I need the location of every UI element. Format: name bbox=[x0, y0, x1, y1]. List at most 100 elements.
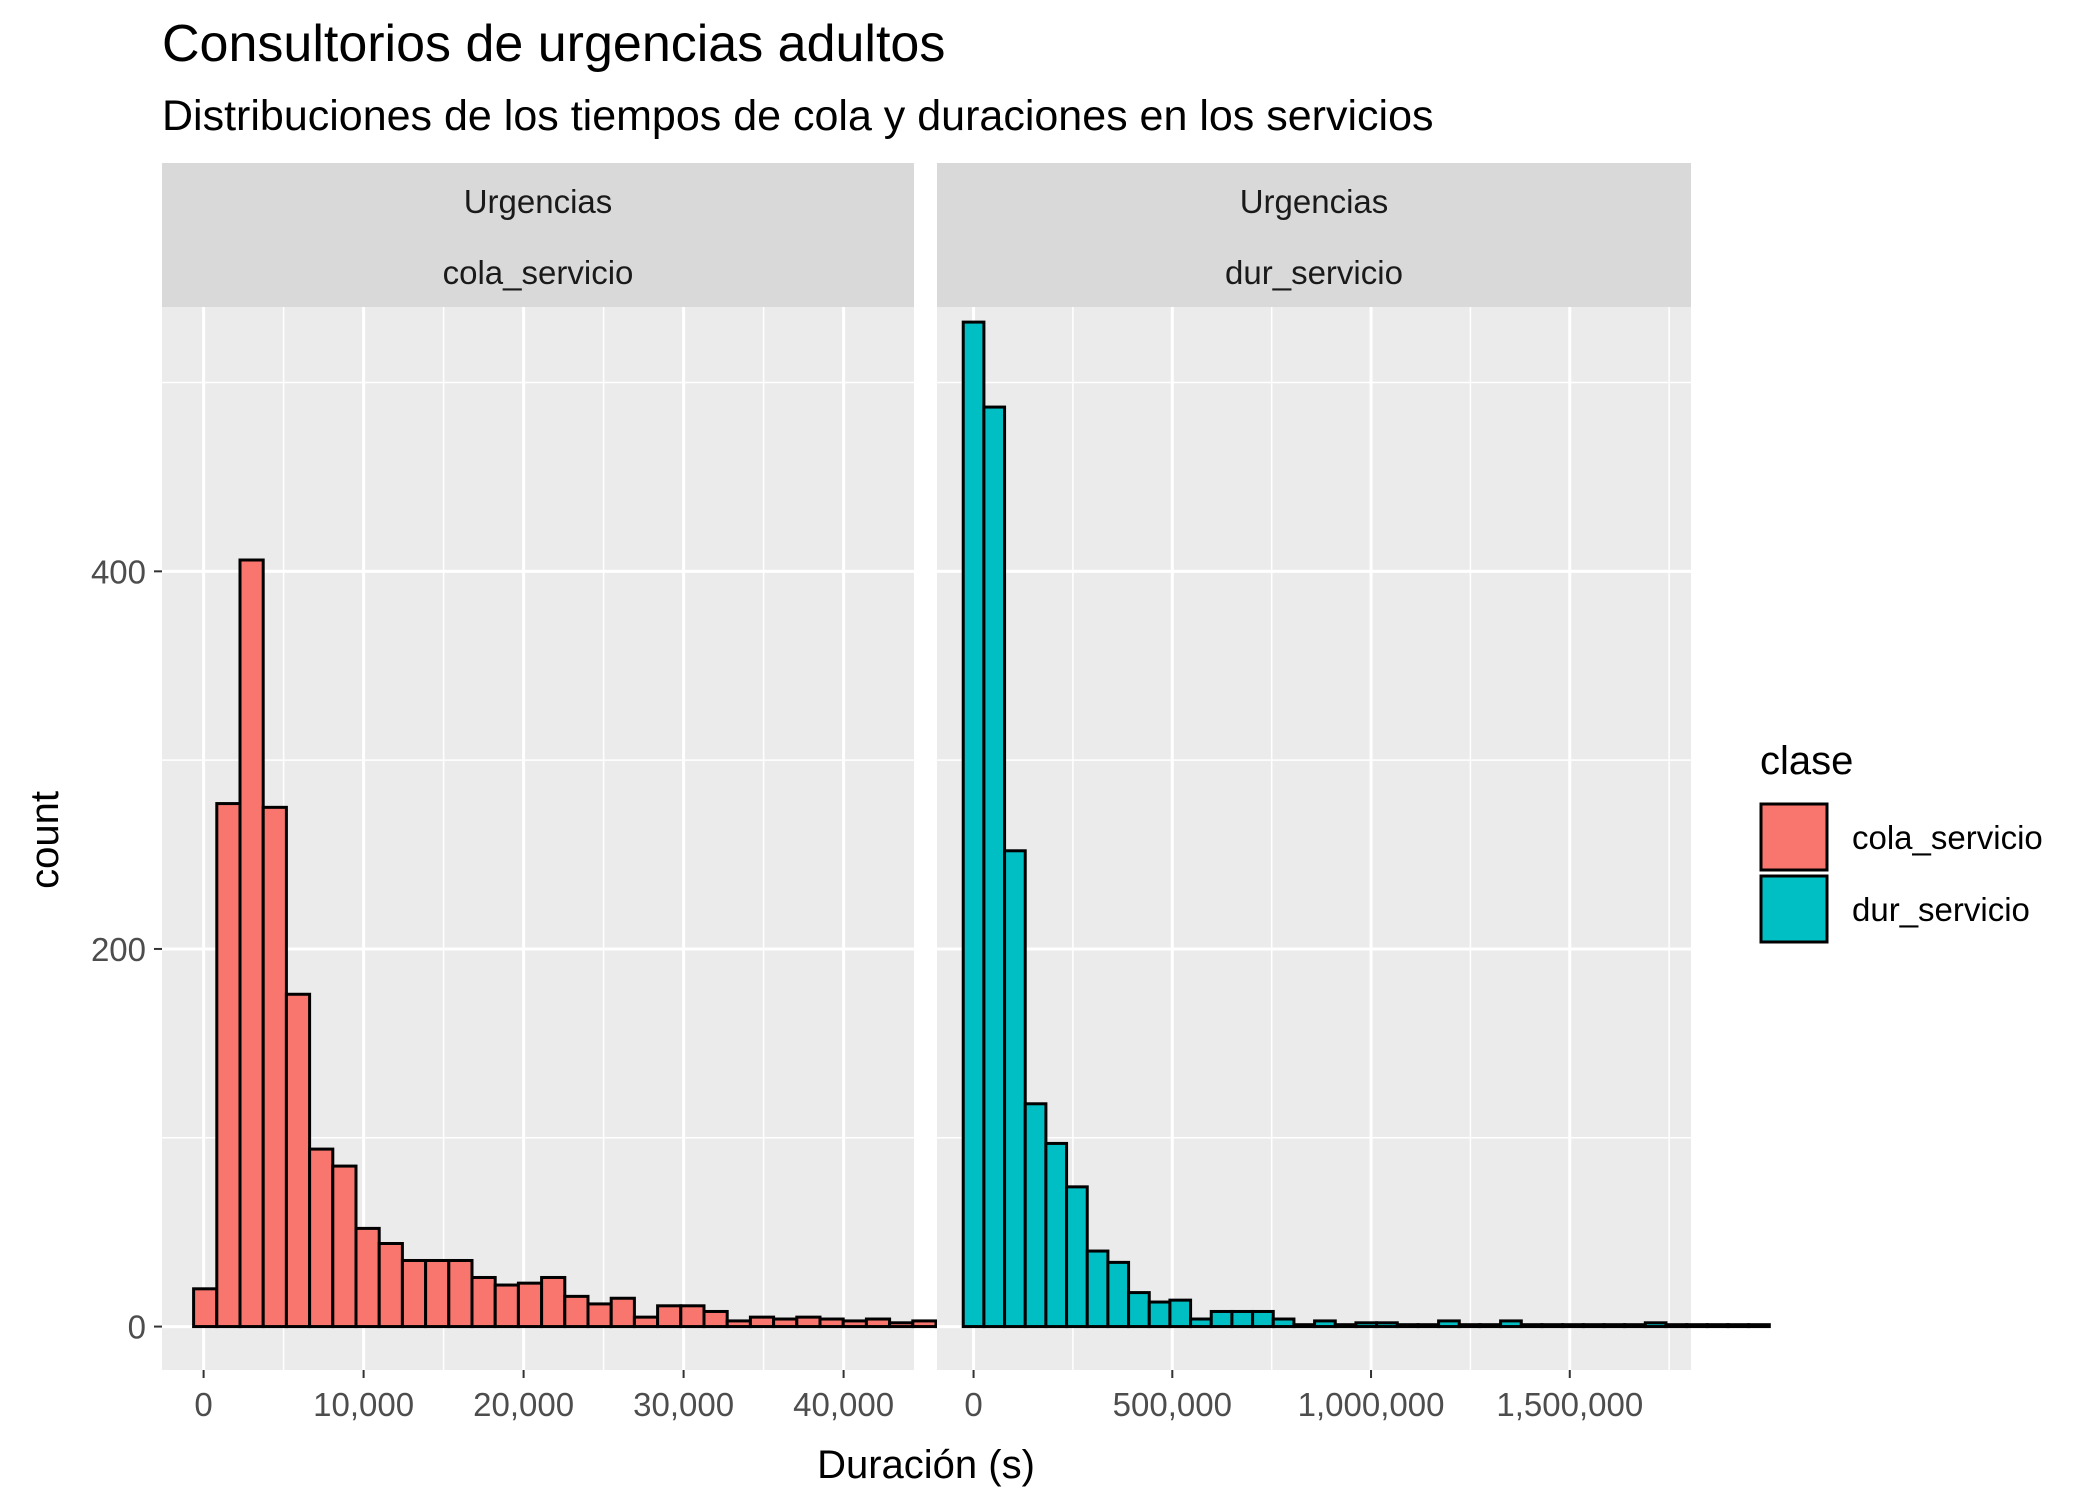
histogram-bar bbox=[679, 1304, 706, 1329]
histogram-bar bbox=[586, 1302, 613, 1329]
histogram-bar bbox=[192, 1287, 219, 1329]
histogram-bar bbox=[1581, 1323, 1606, 1329]
histogram-bar bbox=[1623, 1323, 1647, 1329]
legend: clase cola_servicio dur_servicio bbox=[1759, 739, 2043, 944]
histogram-bar bbox=[1313, 1319, 1337, 1329]
histogram-bar bbox=[493, 1283, 520, 1329]
histogram-bar bbox=[1168, 1298, 1193, 1329]
histogram-bar bbox=[1023, 1102, 1048, 1329]
facet-strip bbox=[937, 163, 1691, 307]
y-axis: 0 200 400 bbox=[91, 553, 162, 1346]
histogram-bar bbox=[238, 558, 265, 1329]
x-tick-label: 10,000 bbox=[313, 1386, 414, 1423]
legend-label-dur-servicio: dur_servicio bbox=[1852, 891, 2030, 928]
histogram-bar bbox=[470, 1275, 497, 1329]
x-tick-label: 1,500,000 bbox=[1496, 1386, 1643, 1423]
histogram-bar bbox=[1271, 1317, 1296, 1329]
histogram-bar bbox=[424, 1258, 451, 1329]
histogram-bar bbox=[1457, 1323, 1482, 1329]
histogram-bar bbox=[1147, 1300, 1172, 1329]
histogram-bar bbox=[1230, 1309, 1255, 1329]
legend-label-cola-servicio: cola_servicio bbox=[1852, 819, 2043, 856]
y-tick-label: 200 bbox=[91, 931, 146, 968]
x-tick-label: 0 bbox=[194, 1386, 212, 1423]
histogram-bar bbox=[702, 1309, 729, 1329]
histogram-bar bbox=[748, 1315, 776, 1329]
histogram-bar bbox=[1127, 1291, 1151, 1329]
histogram-bar bbox=[563, 1294, 590, 1329]
chart-title: Consultorios de urgencias adultos bbox=[162, 15, 945, 73]
histogram-bar bbox=[1705, 1323, 1730, 1329]
facet-strip-label: Urgencias bbox=[1240, 183, 1389, 220]
chart-subtitle: Distribuciones de los tiempos de cola y … bbox=[162, 92, 1434, 140]
histogram-bar bbox=[1478, 1323, 1503, 1329]
histogram-bar bbox=[308, 1147, 335, 1329]
x-tick-label: 30,000 bbox=[633, 1386, 734, 1423]
histogram-bar bbox=[1395, 1323, 1420, 1329]
histogram-bar bbox=[911, 1319, 938, 1329]
histogram-bar bbox=[1085, 1249, 1110, 1329]
histogram-bar bbox=[864, 1317, 892, 1329]
histogram-bar bbox=[261, 805, 288, 1329]
histogram-bar bbox=[841, 1319, 868, 1329]
panels: Urgencias cola_servicio 0 10,000 20,000 30,00… bbox=[162, 163, 1771, 1423]
histogram-bar bbox=[1251, 1309, 1275, 1329]
histogram-bar bbox=[1685, 1323, 1709, 1329]
histogram-bar bbox=[215, 802, 242, 1329]
histogram-bar bbox=[1747, 1323, 1771, 1329]
facet-strip-label: cola_servicio bbox=[443, 254, 634, 291]
x-axis-title: Duración (s) bbox=[817, 1443, 1035, 1487]
y-tick-label: 0 bbox=[128, 1309, 146, 1346]
histogram-bar bbox=[1664, 1323, 1689, 1329]
y-tick-label: 400 bbox=[91, 553, 146, 590]
histogram-bar bbox=[1561, 1323, 1585, 1329]
histogram-bar bbox=[354, 1226, 381, 1329]
panel-cola_servicio: Urgencias cola_servicio 0 10,000 20,000 30,00… bbox=[162, 163, 984, 1423]
histogram-bar bbox=[632, 1315, 660, 1329]
x-tick-label: 20,000 bbox=[473, 1386, 574, 1423]
histogram-bar bbox=[982, 405, 1007, 1329]
histogram-bar bbox=[516, 1281, 544, 1329]
histogram-bar bbox=[888, 1321, 915, 1329]
histogram-bar bbox=[961, 320, 986, 1329]
facet-strip bbox=[162, 163, 914, 307]
facet-strip-label: dur_servicio bbox=[1225, 254, 1403, 291]
histogram-bar bbox=[1499, 1319, 1523, 1329]
histogram-bar bbox=[795, 1315, 822, 1329]
histogram-bar bbox=[1333, 1323, 1358, 1329]
x-tick-label: 500,000 bbox=[1113, 1386, 1232, 1423]
histogram-bar bbox=[284, 992, 312, 1329]
histogram-bar bbox=[1519, 1323, 1544, 1329]
histogram-bar bbox=[1189, 1317, 1213, 1329]
panel-dur_servicio: Urgencias dur_servicio 0 500,000 1,000,000 1,… bbox=[937, 163, 1771, 1423]
facet-strip-label: Urgencias bbox=[464, 183, 613, 220]
legend-title: clase bbox=[1760, 739, 1853, 783]
histogram-bar bbox=[1437, 1319, 1461, 1329]
histogram-bar bbox=[609, 1296, 636, 1329]
histogram-bar bbox=[1726, 1323, 1751, 1329]
x-tick-label: 0 bbox=[964, 1386, 982, 1423]
histogram-bar bbox=[1602, 1323, 1627, 1329]
histogram-bar bbox=[1065, 1185, 1089, 1329]
x-tick-label: 1,000,000 bbox=[1298, 1386, 1445, 1423]
histogram-bar bbox=[400, 1258, 428, 1329]
histogram-bar bbox=[1375, 1321, 1399, 1329]
histogram-bar bbox=[1354, 1321, 1379, 1329]
histogram-bar bbox=[725, 1319, 752, 1329]
histogram-bar bbox=[1044, 1141, 1069, 1329]
histogram-bar bbox=[331, 1164, 358, 1329]
legend-key-cola-servicio bbox=[1759, 802, 1829, 872]
histogram-bar bbox=[1106, 1260, 1131, 1329]
histogram-bar bbox=[1003, 849, 1027, 1329]
y-axis-title: count bbox=[23, 791, 67, 889]
histogram-bar bbox=[540, 1275, 567, 1329]
histogram-bar bbox=[656, 1304, 683, 1329]
x-tick-label: 40,000 bbox=[793, 1386, 894, 1423]
histogram-bar bbox=[1540, 1323, 1565, 1329]
histogram-bar bbox=[1643, 1321, 1668, 1329]
histogram-bar bbox=[377, 1241, 404, 1329]
histogram-bar bbox=[1416, 1323, 1441, 1329]
histogram-bar bbox=[1209, 1309, 1234, 1329]
histogram-bar bbox=[1292, 1323, 1317, 1329]
